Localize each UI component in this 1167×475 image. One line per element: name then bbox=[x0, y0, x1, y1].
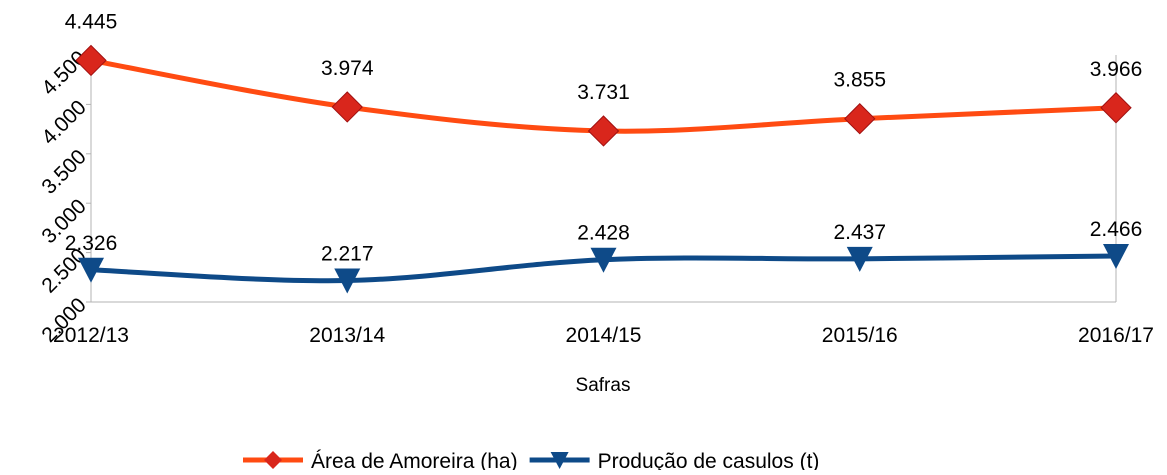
y-tick-label: 3.500 bbox=[37, 145, 90, 198]
point bbox=[1100, 92, 1132, 124]
point bbox=[331, 91, 363, 123]
y-tick-label: 4.000 bbox=[37, 96, 90, 149]
data-label: 2.326 bbox=[65, 232, 118, 255]
data-label: 3.731 bbox=[577, 81, 630, 104]
x-tick-label: 2016/17 bbox=[1078, 324, 1154, 347]
legend-marker bbox=[550, 452, 569, 469]
point bbox=[844, 103, 876, 135]
point bbox=[334, 268, 361, 294]
x-tick-label: 2013/14 bbox=[309, 324, 385, 347]
legend-label: Produção de casulos (t) bbox=[598, 450, 820, 470]
data-label: 3.974 bbox=[321, 57, 374, 80]
data-label: 2.217 bbox=[321, 243, 374, 266]
x-tick-label: 2014/15 bbox=[566, 324, 642, 347]
data-label: 3.966 bbox=[1090, 58, 1143, 81]
point bbox=[1103, 243, 1129, 269]
legend-marker bbox=[264, 451, 282, 469]
x-tick-label: 2015/16 bbox=[822, 324, 898, 347]
point bbox=[590, 247, 617, 273]
legend-label: Área de Amoreira (ha) bbox=[311, 450, 518, 470]
x-tick-label: 2012/13 bbox=[53, 324, 129, 347]
point bbox=[75, 44, 107, 77]
x-axis-title: Safras bbox=[576, 375, 631, 396]
data-label: 2.428 bbox=[577, 222, 630, 245]
point bbox=[78, 257, 104, 283]
data-label: 2.437 bbox=[833, 221, 886, 244]
point bbox=[846, 246, 873, 272]
data-label: 2.466 bbox=[1090, 218, 1143, 241]
data-label: 4.445 bbox=[65, 10, 118, 33]
point bbox=[587, 115, 620, 147]
data-label: 3.855 bbox=[833, 69, 886, 92]
